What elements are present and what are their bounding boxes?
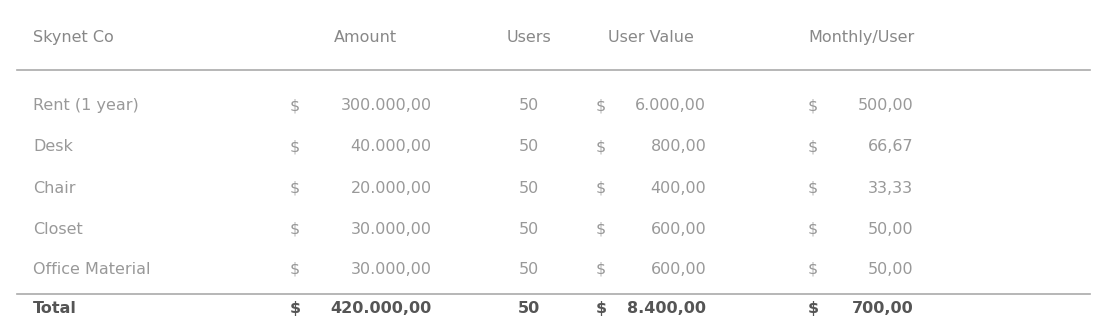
Text: Desk: Desk — [33, 139, 73, 155]
Text: User Value: User Value — [608, 30, 694, 46]
Text: 40.000,00: 40.000,00 — [351, 139, 432, 155]
Text: 300.000,00: 300.000,00 — [341, 98, 432, 113]
Text: 6.000,00: 6.000,00 — [635, 98, 706, 113]
Text: 33,33: 33,33 — [868, 180, 913, 196]
Text: Skynet Co: Skynet Co — [33, 30, 114, 46]
Text: 800,00: 800,00 — [651, 139, 706, 155]
Text: $: $ — [596, 180, 606, 196]
Text: $: $ — [596, 222, 606, 237]
Text: 50: 50 — [519, 139, 539, 155]
Text: $: $ — [808, 262, 818, 277]
Text: 400,00: 400,00 — [651, 180, 706, 196]
Text: $: $ — [808, 301, 819, 316]
Text: $: $ — [808, 98, 818, 113]
Text: $: $ — [596, 301, 607, 316]
Text: 8.400,00: 8.400,00 — [628, 301, 706, 316]
Text: Monthly/User: Monthly/User — [808, 30, 914, 46]
Text: $: $ — [290, 222, 300, 237]
Text: $: $ — [808, 180, 818, 196]
Text: 50: 50 — [519, 262, 539, 277]
Text: $: $ — [290, 301, 301, 316]
Text: $: $ — [808, 139, 818, 155]
Text: Total: Total — [33, 301, 77, 316]
Text: 50,00: 50,00 — [868, 262, 913, 277]
Text: 20.000,00: 20.000,00 — [351, 180, 432, 196]
Text: $: $ — [290, 180, 300, 196]
Text: $: $ — [808, 222, 818, 237]
Text: $: $ — [596, 139, 606, 155]
Text: Chair: Chair — [33, 180, 75, 196]
Text: Amount: Amount — [333, 30, 397, 46]
Text: 30.000,00: 30.000,00 — [351, 222, 432, 237]
Text: 66,67: 66,67 — [868, 139, 913, 155]
Text: Closet: Closet — [33, 222, 83, 237]
Text: 30.000,00: 30.000,00 — [351, 262, 432, 277]
Text: $: $ — [290, 262, 300, 277]
Text: 600,00: 600,00 — [651, 222, 706, 237]
Text: 600,00: 600,00 — [651, 262, 706, 277]
Text: $: $ — [290, 139, 300, 155]
Text: Office Material: Office Material — [33, 262, 151, 277]
Text: 50: 50 — [519, 222, 539, 237]
Text: $: $ — [596, 98, 606, 113]
Text: $: $ — [596, 262, 606, 277]
Text: Users: Users — [507, 30, 551, 46]
Text: $: $ — [290, 98, 300, 113]
Text: 50: 50 — [519, 98, 539, 113]
Text: 420.000,00: 420.000,00 — [331, 301, 432, 316]
Text: 50: 50 — [519, 180, 539, 196]
Text: 700,00: 700,00 — [851, 301, 913, 316]
Text: 50: 50 — [518, 301, 540, 316]
Text: Rent (1 year): Rent (1 year) — [33, 98, 139, 113]
Text: 500,00: 500,00 — [858, 98, 913, 113]
Text: 50,00: 50,00 — [868, 222, 913, 237]
